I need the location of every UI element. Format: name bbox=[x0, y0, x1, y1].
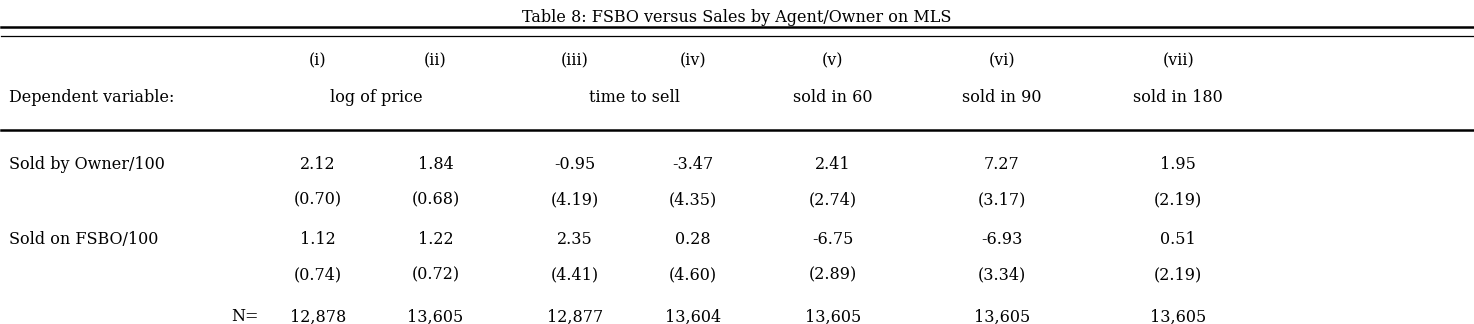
Text: -6.93: -6.93 bbox=[982, 231, 1023, 248]
Text: 0.51: 0.51 bbox=[1160, 231, 1197, 248]
Text: Sold by Owner/100: Sold by Owner/100 bbox=[9, 156, 165, 173]
Text: 12,877: 12,877 bbox=[547, 308, 603, 324]
Text: (0.72): (0.72) bbox=[411, 266, 460, 284]
Text: (2.89): (2.89) bbox=[809, 266, 856, 284]
Text: (iv): (iv) bbox=[680, 53, 706, 70]
Text: 12,878: 12,878 bbox=[289, 308, 346, 324]
Text: (0.68): (0.68) bbox=[411, 192, 460, 209]
Text: 1.95: 1.95 bbox=[1160, 156, 1197, 173]
Text: 1.84: 1.84 bbox=[417, 156, 454, 173]
Text: sold in 180: sold in 180 bbox=[1134, 88, 1223, 106]
Text: (iii): (iii) bbox=[562, 53, 590, 70]
Text: Table 8: FSBO versus Sales by Agent/Owner on MLS: Table 8: FSBO versus Sales by Agent/Owne… bbox=[522, 9, 952, 26]
Text: 7.27: 7.27 bbox=[985, 156, 1020, 173]
Text: 2.35: 2.35 bbox=[557, 231, 593, 248]
Text: (i): (i) bbox=[310, 53, 327, 70]
Text: (3.17): (3.17) bbox=[977, 192, 1026, 209]
Text: (3.34): (3.34) bbox=[977, 266, 1026, 284]
Text: (2.74): (2.74) bbox=[809, 192, 856, 209]
Text: sold in 60: sold in 60 bbox=[793, 88, 873, 106]
Text: 1.12: 1.12 bbox=[299, 231, 336, 248]
Text: (4.19): (4.19) bbox=[551, 192, 600, 209]
Text: (4.60): (4.60) bbox=[669, 266, 716, 284]
Text: time to sell: time to sell bbox=[588, 88, 680, 106]
Text: 2.41: 2.41 bbox=[815, 156, 850, 173]
Text: (0.70): (0.70) bbox=[293, 192, 342, 209]
Text: -6.75: -6.75 bbox=[812, 231, 853, 248]
Text: 0.28: 0.28 bbox=[675, 231, 710, 248]
Text: (2.19): (2.19) bbox=[1154, 192, 1203, 209]
Text: 13,604: 13,604 bbox=[665, 308, 721, 324]
Text: 13,605: 13,605 bbox=[974, 308, 1030, 324]
Text: (2.19): (2.19) bbox=[1154, 266, 1203, 284]
Text: -3.47: -3.47 bbox=[672, 156, 713, 173]
Text: (vii): (vii) bbox=[1163, 53, 1194, 70]
Text: sold in 90: sold in 90 bbox=[963, 88, 1042, 106]
Text: 13,605: 13,605 bbox=[407, 308, 463, 324]
Text: Sold on FSBO/100: Sold on FSBO/100 bbox=[9, 231, 158, 248]
Text: (vi): (vi) bbox=[989, 53, 1016, 70]
Text: log of price: log of price bbox=[330, 88, 423, 106]
Text: (ii): (ii) bbox=[425, 53, 447, 70]
Text: 13,605: 13,605 bbox=[1150, 308, 1207, 324]
Text: (v): (v) bbox=[822, 53, 843, 70]
Text: 13,605: 13,605 bbox=[805, 308, 861, 324]
Text: (4.41): (4.41) bbox=[551, 266, 600, 284]
Text: Dependent variable:: Dependent variable: bbox=[9, 88, 174, 106]
Text: (4.35): (4.35) bbox=[669, 192, 716, 209]
Text: N=: N= bbox=[231, 308, 259, 324]
Text: 1.22: 1.22 bbox=[417, 231, 453, 248]
Text: (0.74): (0.74) bbox=[293, 266, 342, 284]
Text: 2.12: 2.12 bbox=[299, 156, 336, 173]
Text: -0.95: -0.95 bbox=[554, 156, 595, 173]
